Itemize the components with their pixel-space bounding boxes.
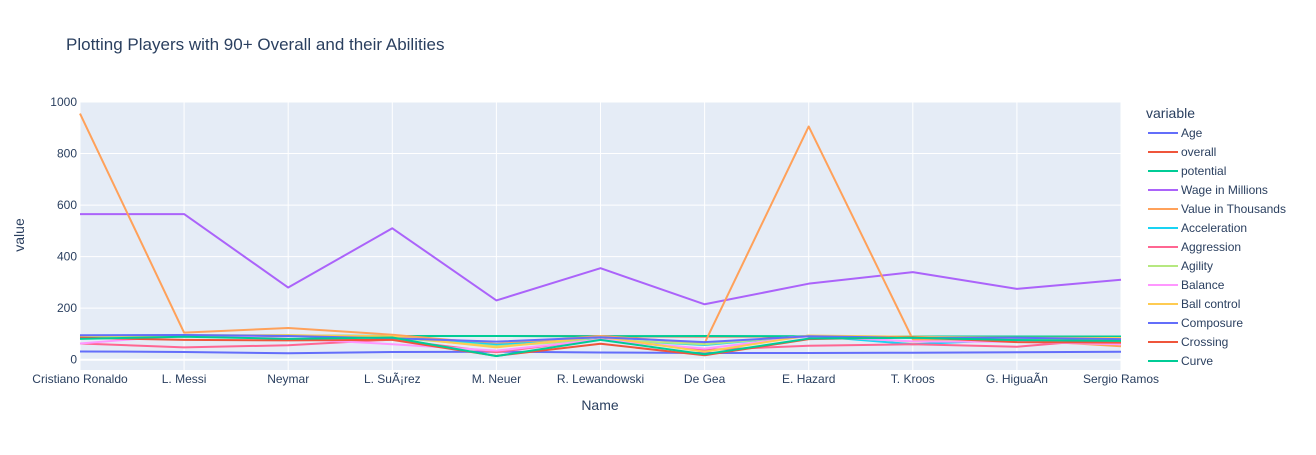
legend-item[interactable]: Balance	[1148, 278, 1225, 292]
x-tick-label: Neymar	[267, 372, 309, 386]
legend-item[interactable]: Age	[1148, 126, 1203, 140]
y-tick-label: 200	[57, 301, 77, 315]
legend-item[interactable]: Acceleration	[1148, 221, 1247, 235]
legend[interactable]: variable Age overall potential Wage in Mill…	[1146, 105, 1286, 368]
legend-label: overall	[1181, 145, 1216, 159]
legend-label: Age	[1181, 126, 1203, 140]
x-tick-label: G. HiguaÃn	[986, 372, 1048, 386]
y-tick-label: 600	[57, 198, 77, 212]
series-line-age[interactable]	[79, 350, 1122, 355]
legend-item[interactable]: Crossing	[1148, 335, 1228, 349]
x-axis-title: Name	[581, 397, 619, 413]
series-line-wage-in-millions[interactable]	[80, 213, 1122, 306]
series-lines	[79, 113, 1122, 358]
x-tick-label: R. Lewandowski	[557, 372, 644, 386]
legend-item[interactable]: Wage in Millions	[1148, 183, 1268, 197]
x-tick-label: T. Kroos	[891, 372, 935, 386]
x-tick-label: E. Hazard	[782, 372, 835, 386]
legend-item[interactable]: potential	[1148, 164, 1226, 178]
legend-item[interactable]: Composure	[1148, 316, 1243, 330]
gridlines	[79, 101, 1122, 370]
legend-label: potential	[1181, 164, 1226, 178]
legend-title: variable	[1146, 105, 1195, 121]
legend-items[interactable]: Age overall potential Wage in Millions Value…	[1148, 126, 1286, 368]
legend-label: Composure	[1181, 316, 1243, 330]
x-tick-label: Cristiano Ronaldo	[32, 372, 128, 386]
chart-title: Plotting Players with 90+ Overall and th…	[66, 35, 444, 54]
legend-label: Agility	[1181, 259, 1213, 273]
x-axis-ticks: Cristiano Ronaldo L. Messi Neymar L. SuÃ¡re…	[32, 372, 1159, 386]
legend-item[interactable]: Curve	[1148, 354, 1213, 368]
y-tick-label: 0	[70, 353, 77, 367]
legend-item[interactable]: Value in Thousands	[1148, 202, 1286, 216]
y-tick-label: 1000	[50, 95, 77, 109]
x-tick-label: De Gea	[684, 372, 726, 386]
legend-label: Ball control	[1181, 297, 1240, 311]
legend-item[interactable]: Agility	[1148, 259, 1213, 273]
x-tick-label: M. Neuer	[472, 372, 521, 386]
legend-item[interactable]: Ball control	[1148, 297, 1240, 311]
legend-label: Aggression	[1181, 240, 1241, 254]
legend-label: Value in Thousands	[1181, 202, 1286, 216]
series-line-curve[interactable]	[79, 335, 1122, 358]
legend-item[interactable]: overall	[1148, 145, 1216, 159]
legend-label: Curve	[1181, 354, 1213, 368]
legend-label: Crossing	[1181, 335, 1228, 349]
y-axis-ticks: 0 200 400 600 800 1000	[50, 95, 77, 367]
y-tick-label: 400	[57, 250, 77, 264]
legend-item[interactable]: Aggression	[1148, 240, 1241, 254]
legend-label: Wage in Millions	[1181, 183, 1268, 197]
y-tick-label: 800	[57, 147, 77, 161]
x-tick-label: L. Messi	[162, 372, 207, 386]
y-axis-title: value	[11, 218, 27, 252]
x-tick-label: L. SuÃ¡rez	[364, 372, 421, 386]
legend-label: Balance	[1181, 278, 1225, 292]
x-tick-label: Sergio Ramos	[1083, 372, 1159, 386]
legend-label: Acceleration	[1181, 221, 1247, 235]
